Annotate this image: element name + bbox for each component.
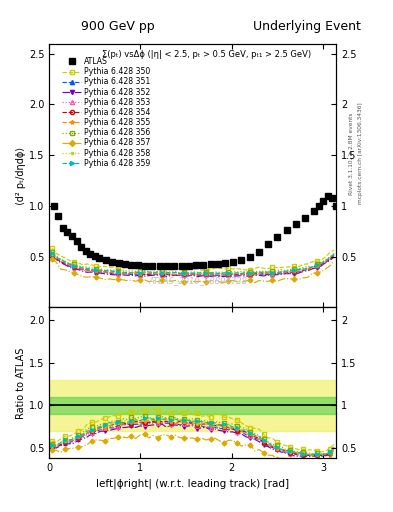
- Text: Underlying Event: Underlying Event: [253, 20, 360, 33]
- Text: 900 GeV pp: 900 GeV pp: [81, 20, 155, 33]
- Text: ATLAS_2010_S8894728: ATLAS_2010_S8894728: [149, 276, 248, 286]
- Bar: [49, 380, 336, 431]
- Text: Rivet 3.1.10, ≥ 2.8M events: Rivet 3.1.10, ≥ 2.8M events: [349, 112, 354, 195]
- Bar: [49, 397, 336, 414]
- X-axis label: left|ϕright| (w.r.t. leading track) [rad]: left|ϕright| (w.r.t. leading track) [rad…: [96, 479, 289, 489]
- Text: Σ(pₜ) vsΔϕ (|η| < 2.5, pₜ > 0.5 GeV, pₜ₁ > 2.5 GeV): Σ(pₜ) vsΔϕ (|η| < 2.5, pₜ > 0.5 GeV, pₜ₁…: [102, 50, 312, 59]
- Legend: ATLAS, Pythia 6.428 350, Pythia 6.428 351, Pythia 6.428 352, Pythia 6.428 353, P: ATLAS, Pythia 6.428 350, Pythia 6.428 35…: [59, 54, 154, 171]
- Text: mcplots.cern.ch [arXiv:1306.3436]: mcplots.cern.ch [arXiv:1306.3436]: [358, 103, 363, 204]
- Y-axis label: Ratio to ATLAS: Ratio to ATLAS: [16, 347, 26, 418]
- Y-axis label: ⟨d² pₜ/dηdϕ⟩: ⟨d² pₜ/dηdϕ⟩: [16, 146, 26, 204]
